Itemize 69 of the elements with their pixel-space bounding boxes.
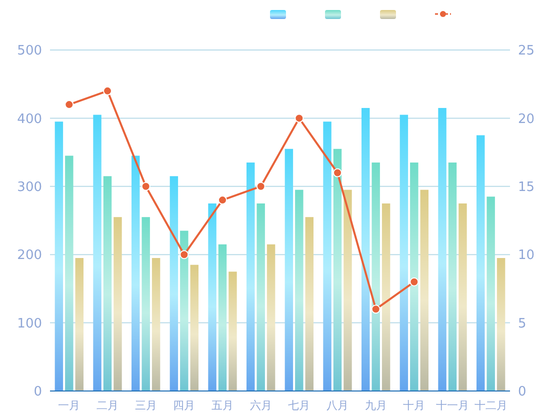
bar	[496, 258, 506, 391]
y-tick-label: 100	[17, 316, 42, 332]
bar	[114, 217, 122, 391]
bar	[284, 148, 294, 391]
bar	[448, 162, 457, 391]
bar	[410, 162, 418, 391]
bar	[103, 176, 112, 391]
x-tick-label: 三月	[134, 399, 157, 412]
x-tick-label: 二月	[96, 399, 118, 412]
y2-tick-label: 15	[518, 180, 535, 195]
point	[180, 250, 189, 260]
bar	[93, 114, 102, 391]
point	[371, 304, 380, 314]
bar	[228, 272, 237, 391]
bar	[256, 203, 265, 391]
bar	[420, 190, 428, 391]
point	[294, 114, 304, 123]
bar	[382, 203, 390, 391]
bar	[344, 190, 352, 391]
y2-tick-label: 10	[518, 248, 535, 264]
bar	[362, 108, 370, 391]
bar	[180, 230, 188, 391]
y2-tick-label: 5	[518, 316, 526, 332]
x-tick-label: 十一月	[436, 399, 469, 412]
bar	[152, 258, 160, 391]
bar	[75, 258, 84, 391]
bar	[142, 217, 150, 391]
point	[256, 182, 266, 191]
x-tick-label: 四月	[173, 399, 196, 412]
bar	[476, 135, 485, 391]
point	[410, 277, 419, 286]
bar	[132, 156, 140, 391]
bar	[295, 190, 304, 391]
bar	[218, 244, 227, 391]
bar	[65, 156, 74, 391]
y-tick-label: 0	[34, 384, 42, 400]
y-tick-label: 500	[17, 44, 42, 59]
x-tick-label: 九月	[364, 399, 387, 412]
y-tick-label: 200	[17, 248, 42, 264]
x-tick-label: 八月	[326, 399, 348, 412]
bar	[458, 203, 467, 391]
x-tick-label: 一月	[58, 399, 80, 412]
x-tick-label: 七月	[288, 399, 310, 412]
point	[333, 168, 342, 178]
bar	[305, 217, 314, 391]
point	[218, 196, 227, 205]
bar	[54, 122, 64, 391]
point	[103, 86, 112, 96]
y-tick-label: 300	[17, 180, 42, 195]
x-tick-label: 十二月	[474, 399, 508, 412]
bar	[486, 196, 495, 391]
bar	[208, 203, 216, 391]
y2-tick-label: 25	[518, 44, 535, 59]
y-tick-label: 400	[17, 112, 42, 127]
bar	[246, 162, 255, 391]
bar	[323, 122, 332, 391]
bar	[266, 244, 276, 391]
bar	[372, 162, 380, 391]
x-tick-label: 十月	[403, 399, 426, 412]
bar	[438, 108, 446, 391]
bar	[170, 176, 178, 391]
point	[141, 182, 150, 191]
bar	[190, 264, 198, 391]
bar	[333, 148, 342, 391]
y2-tick-label: 0	[518, 384, 526, 400]
x-tick-label: 六月	[250, 399, 272, 412]
y2-tick-label: 20	[518, 112, 535, 127]
bar	[400, 114, 408, 391]
x-tick-label: 五月	[212, 399, 234, 412]
